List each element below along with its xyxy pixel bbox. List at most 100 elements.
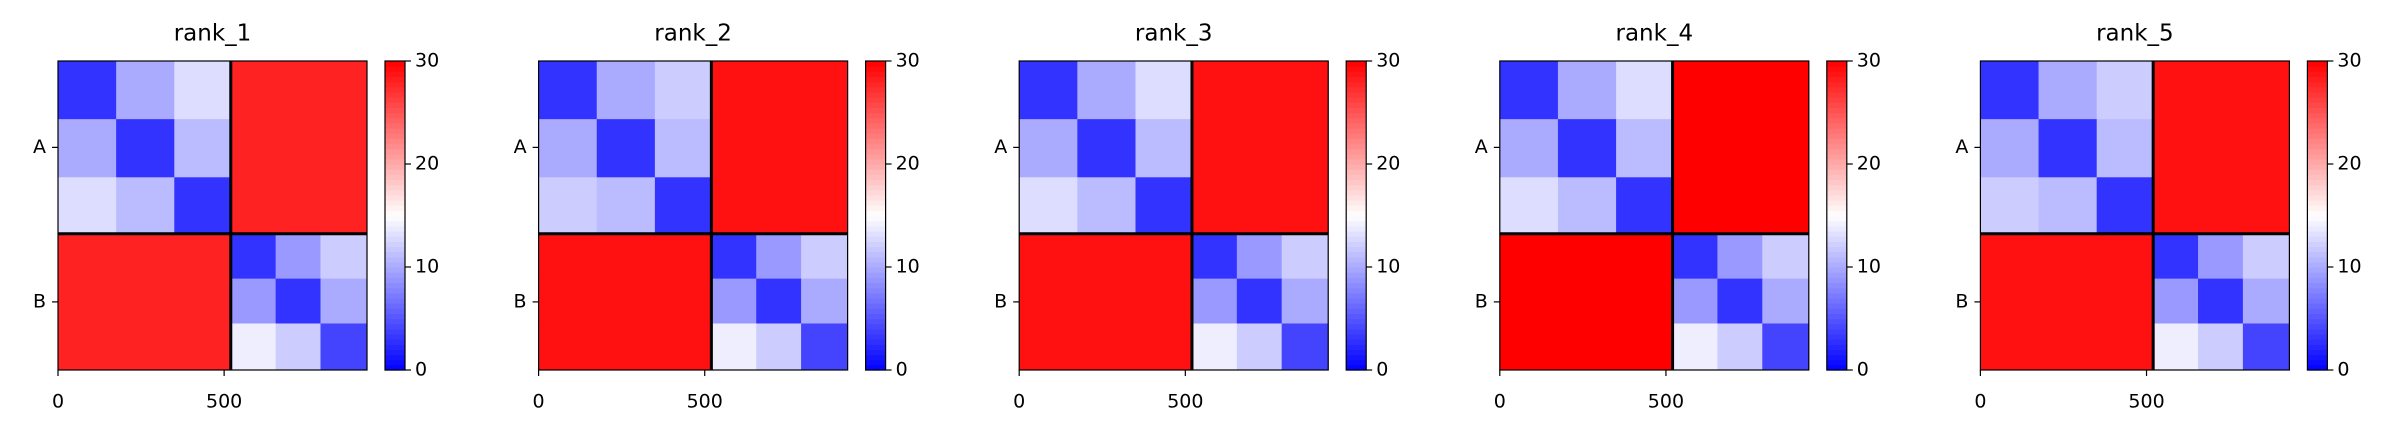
heatmap-cell (596, 278, 656, 324)
heatmap-cell (1616, 323, 1674, 371)
heatmap-cell (58, 278, 117, 324)
colorbar-band (1826, 333, 1847, 340)
y-tick-label: B (994, 290, 1007, 312)
heatmap-cell (596, 233, 656, 280)
heatmap-cell (1672, 323, 1718, 371)
heatmap-cell (1191, 177, 1238, 235)
plot-frame (57, 60, 368, 371)
colorbar-band (2307, 153, 2328, 160)
colorbar-band (865, 220, 886, 227)
colorbar-band (2307, 148, 2328, 155)
colorbar-band (385, 318, 405, 325)
y-tick-label: B (1475, 290, 1488, 312)
heatmap-cell (1616, 119, 1674, 178)
colorbar-frame (1345, 60, 1367, 371)
heatmap-cell (2153, 278, 2199, 324)
colorbar-band (385, 81, 405, 88)
colorbar-band (1826, 313, 1847, 320)
colorbar-band (1826, 81, 1847, 88)
colorbar-band (1346, 200, 1367, 206)
colorbar-band (1826, 71, 1847, 78)
colorbar-band (2307, 200, 2328, 206)
colorbar-band (1346, 256, 1367, 263)
heatmap-cell (2096, 61, 2154, 120)
colorbar-band (385, 241, 405, 247)
heatmap-cell (711, 119, 757, 178)
heatmap-cell (538, 323, 598, 371)
colorbar-tick-label: 10 (896, 256, 920, 278)
colorbar-band (865, 339, 886, 345)
colorbar-band (865, 117, 886, 124)
y-tick-label: A (994, 136, 1007, 158)
heatmap-cell (1236, 119, 1283, 178)
plot-frame (537, 60, 849, 371)
heatmap-cell (2242, 61, 2290, 120)
colorbar-band (385, 230, 405, 237)
heatmap-cell (58, 177, 117, 235)
colorbar-band (865, 328, 886, 335)
heatmap-cell (174, 61, 232, 120)
heatmap-cell (1499, 119, 1559, 178)
heatmap-cell (1762, 278, 1810, 324)
heatmap-cell (1077, 233, 1136, 280)
heatmap-cell (275, 177, 321, 235)
colorbar-band (1826, 194, 1847, 201)
colorbar-band (2307, 158, 2328, 165)
colorbar-band (865, 164, 886, 170)
colorbar-band (1826, 112, 1847, 119)
colorbar-frame (2306, 60, 2328, 371)
heatmap-cell (1762, 233, 1810, 280)
colorbar-band (385, 184, 405, 191)
colorbar-band (1346, 267, 1367, 273)
plot-frame (1499, 60, 1810, 371)
heatmap-cell (174, 233, 232, 280)
colorbar-band (2307, 277, 2328, 284)
y-tick-label: A (33, 136, 46, 158)
colorbar-band (1826, 143, 1847, 150)
colorbar-band (865, 313, 886, 320)
colorbar-band (2307, 313, 2328, 320)
colorbar-band (865, 256, 886, 263)
colorbar-band (1346, 318, 1367, 325)
heatmap-cell (2096, 278, 2154, 324)
heatmap-cell (1236, 61, 1283, 120)
heatmap-cell (1281, 233, 1329, 280)
heatmap-cell (1557, 233, 1617, 280)
heatmap-cell (2198, 177, 2244, 235)
heatmap-cell (654, 278, 712, 324)
colorbar-band (1826, 364, 1847, 371)
colorbar-band (385, 76, 405, 83)
heatmap-cell (2096, 323, 2154, 371)
colorbar-band (1826, 241, 1847, 247)
colorbar-band (2307, 61, 2328, 67)
colorbar-band (1826, 287, 1847, 294)
colorbar-band (1826, 174, 1847, 181)
colorbar-band (1346, 349, 1367, 356)
colorbar-band (865, 354, 886, 361)
colorbar-band (1826, 354, 1847, 361)
colorbar-band (865, 102, 886, 108)
colorbar-band (865, 138, 886, 144)
heatmap-cell (1717, 119, 1763, 178)
heatmap-cell (1077, 278, 1136, 324)
colorbar-band (865, 91, 886, 98)
colorbar-band (1826, 184, 1847, 191)
colorbar-band (2307, 339, 2328, 345)
colorbar-band (1826, 308, 1847, 314)
colorbar-band (2307, 127, 2328, 134)
heatmap-cell (1717, 61, 1763, 120)
colorbar-band (1826, 205, 1847, 211)
colorbar-band (1826, 133, 1847, 139)
heatmap-cell (320, 233, 368, 280)
heatmap-cell (1557, 177, 1617, 235)
colorbar-band (385, 169, 405, 175)
colorbar-band (2307, 272, 2328, 278)
y-tick-label: A (1955, 136, 1968, 158)
colorbar-band (865, 81, 886, 88)
heatmap-cell (2242, 233, 2290, 280)
colorbar-band (385, 200, 405, 206)
colorbar-band (1346, 148, 1367, 155)
colorbar-band (865, 158, 886, 165)
heatmap-cell (538, 278, 598, 324)
colorbar-band (1346, 133, 1367, 139)
